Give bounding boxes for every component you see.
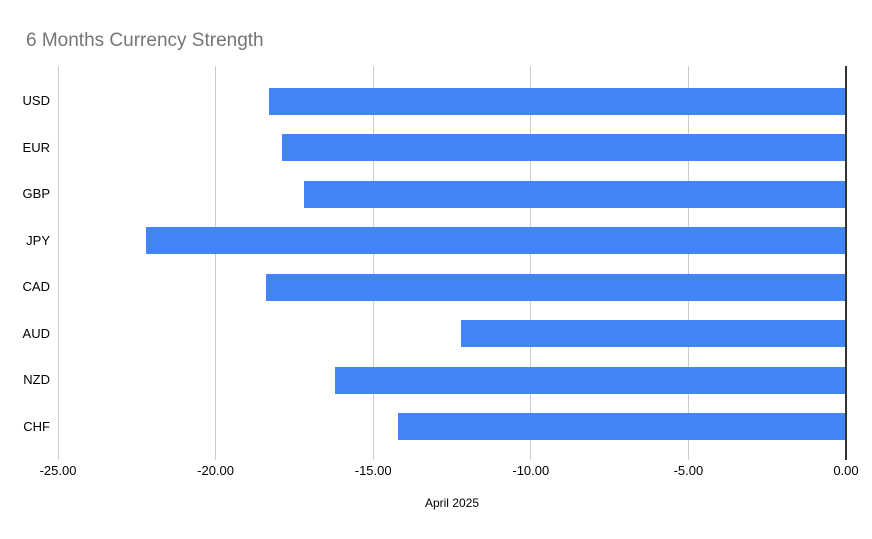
- gridline: [57, 66, 59, 453]
- chart-title: 6 Months Currency Strength: [26, 30, 264, 51]
- axis-tick: [57, 453, 59, 460]
- y-label-aud: AUD: [22, 325, 50, 341]
- y-label-usd: USD: [22, 93, 50, 108]
- x-tick-label: -25.00: [39, 463, 77, 478]
- gridline: [372, 66, 374, 453]
- y-label-eur: EUR: [22, 139, 50, 155]
- axis-tick: [215, 453, 217, 460]
- gridline: [687, 66, 689, 453]
- gridline: [530, 66, 532, 453]
- bar-gbp: [303, 180, 846, 208]
- bar-cad: [266, 273, 846, 301]
- x-tick-label: -20.00: [197, 463, 235, 478]
- bar-jpy: [146, 227, 846, 254]
- bar-chf: [398, 413, 846, 440]
- x-tick-label: -5.00: [673, 463, 704, 478]
- axis-tick: [687, 453, 689, 460]
- gridline: [215, 66, 217, 453]
- y-label-gbp: GBP: [22, 186, 50, 201]
- x-tick-label: -10.00: [512, 463, 550, 478]
- axis-tick: [372, 453, 374, 460]
- y-label-jpy: JPY: [26, 232, 50, 248]
- y-label-chf: CHF: [23, 418, 50, 434]
- axis-tick: [530, 453, 532, 460]
- zero-baseline: [845, 66, 847, 460]
- bar-nzd: [335, 366, 846, 394]
- y-label-nzd: NZD: [23, 372, 50, 387]
- bar-eur: [281, 134, 846, 161]
- x-tick-label: 0.00: [833, 463, 859, 478]
- y-label-cad: CAD: [22, 279, 50, 294]
- bar-aud: [461, 320, 846, 347]
- x-tick-label: -15.00: [354, 463, 392, 478]
- x-axis-title: April 2025: [424, 496, 480, 510]
- bar-usd: [269, 87, 846, 115]
- plot-area: -25.00 -20.00 -15.00 -10.00 -5.00 0.00 USD EUR G…: [23, 66, 859, 478]
